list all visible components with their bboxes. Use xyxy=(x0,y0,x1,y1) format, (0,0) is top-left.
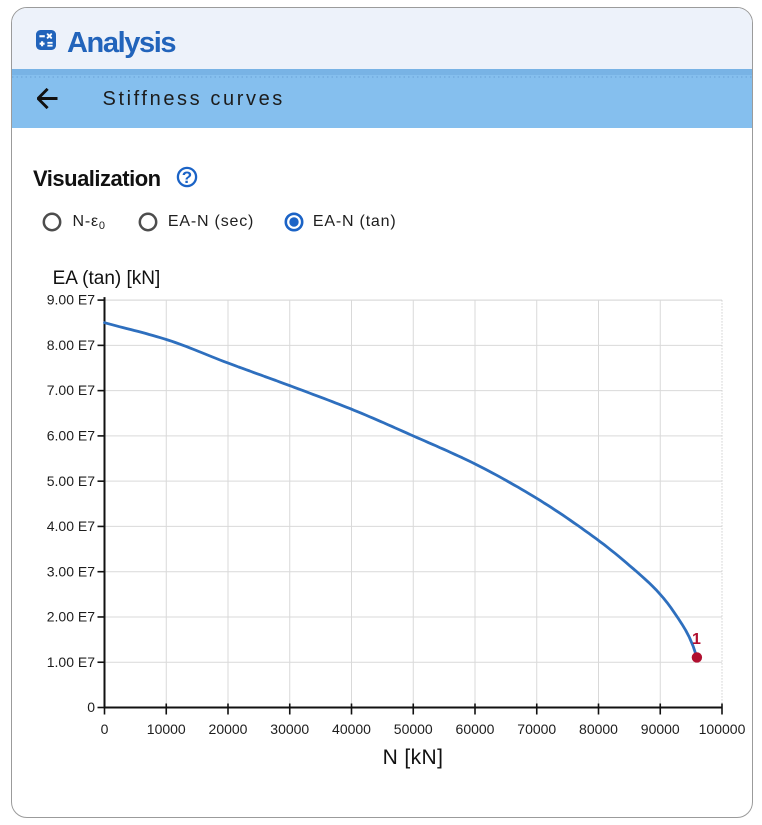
svg-text:50000: 50000 xyxy=(394,721,433,737)
svg-text:N [kN]: N [kN] xyxy=(383,746,444,769)
svg-text:80000: 80000 xyxy=(579,721,618,737)
svg-text:4.00 E7: 4.00 E7 xyxy=(47,518,95,534)
svg-text:100000: 100000 xyxy=(699,721,746,737)
svg-text:8.00 E7: 8.00 E7 xyxy=(47,337,95,353)
svg-text:6.00 E7: 6.00 E7 xyxy=(47,428,95,444)
svg-text:40000: 40000 xyxy=(332,721,371,737)
svg-text:7.00 E7: 7.00 E7 xyxy=(47,382,95,398)
svg-text:1.00 E7: 1.00 E7 xyxy=(47,654,95,670)
svg-text:EA (tan) [kN]: EA (tan) [kN] xyxy=(53,268,161,289)
svg-text:20000: 20000 xyxy=(209,721,248,737)
svg-text:9.00 E7: 9.00 E7 xyxy=(47,292,95,308)
svg-text:60000: 60000 xyxy=(456,721,495,737)
svg-text:0: 0 xyxy=(101,721,109,737)
svg-text:0: 0 xyxy=(87,699,95,715)
svg-text:3.00 E7: 3.00 E7 xyxy=(47,563,95,579)
svg-text:5.00 E7: 5.00 E7 xyxy=(47,473,95,489)
svg-text:10000: 10000 xyxy=(147,721,186,737)
svg-text:?: ? xyxy=(182,168,192,187)
svg-text:90000: 90000 xyxy=(641,721,680,737)
svg-text:2.00 E7: 2.00 E7 xyxy=(47,609,95,625)
svg-text:70000: 70000 xyxy=(517,721,556,737)
svg-text:30000: 30000 xyxy=(270,721,309,737)
svg-text:1: 1 xyxy=(692,631,701,648)
